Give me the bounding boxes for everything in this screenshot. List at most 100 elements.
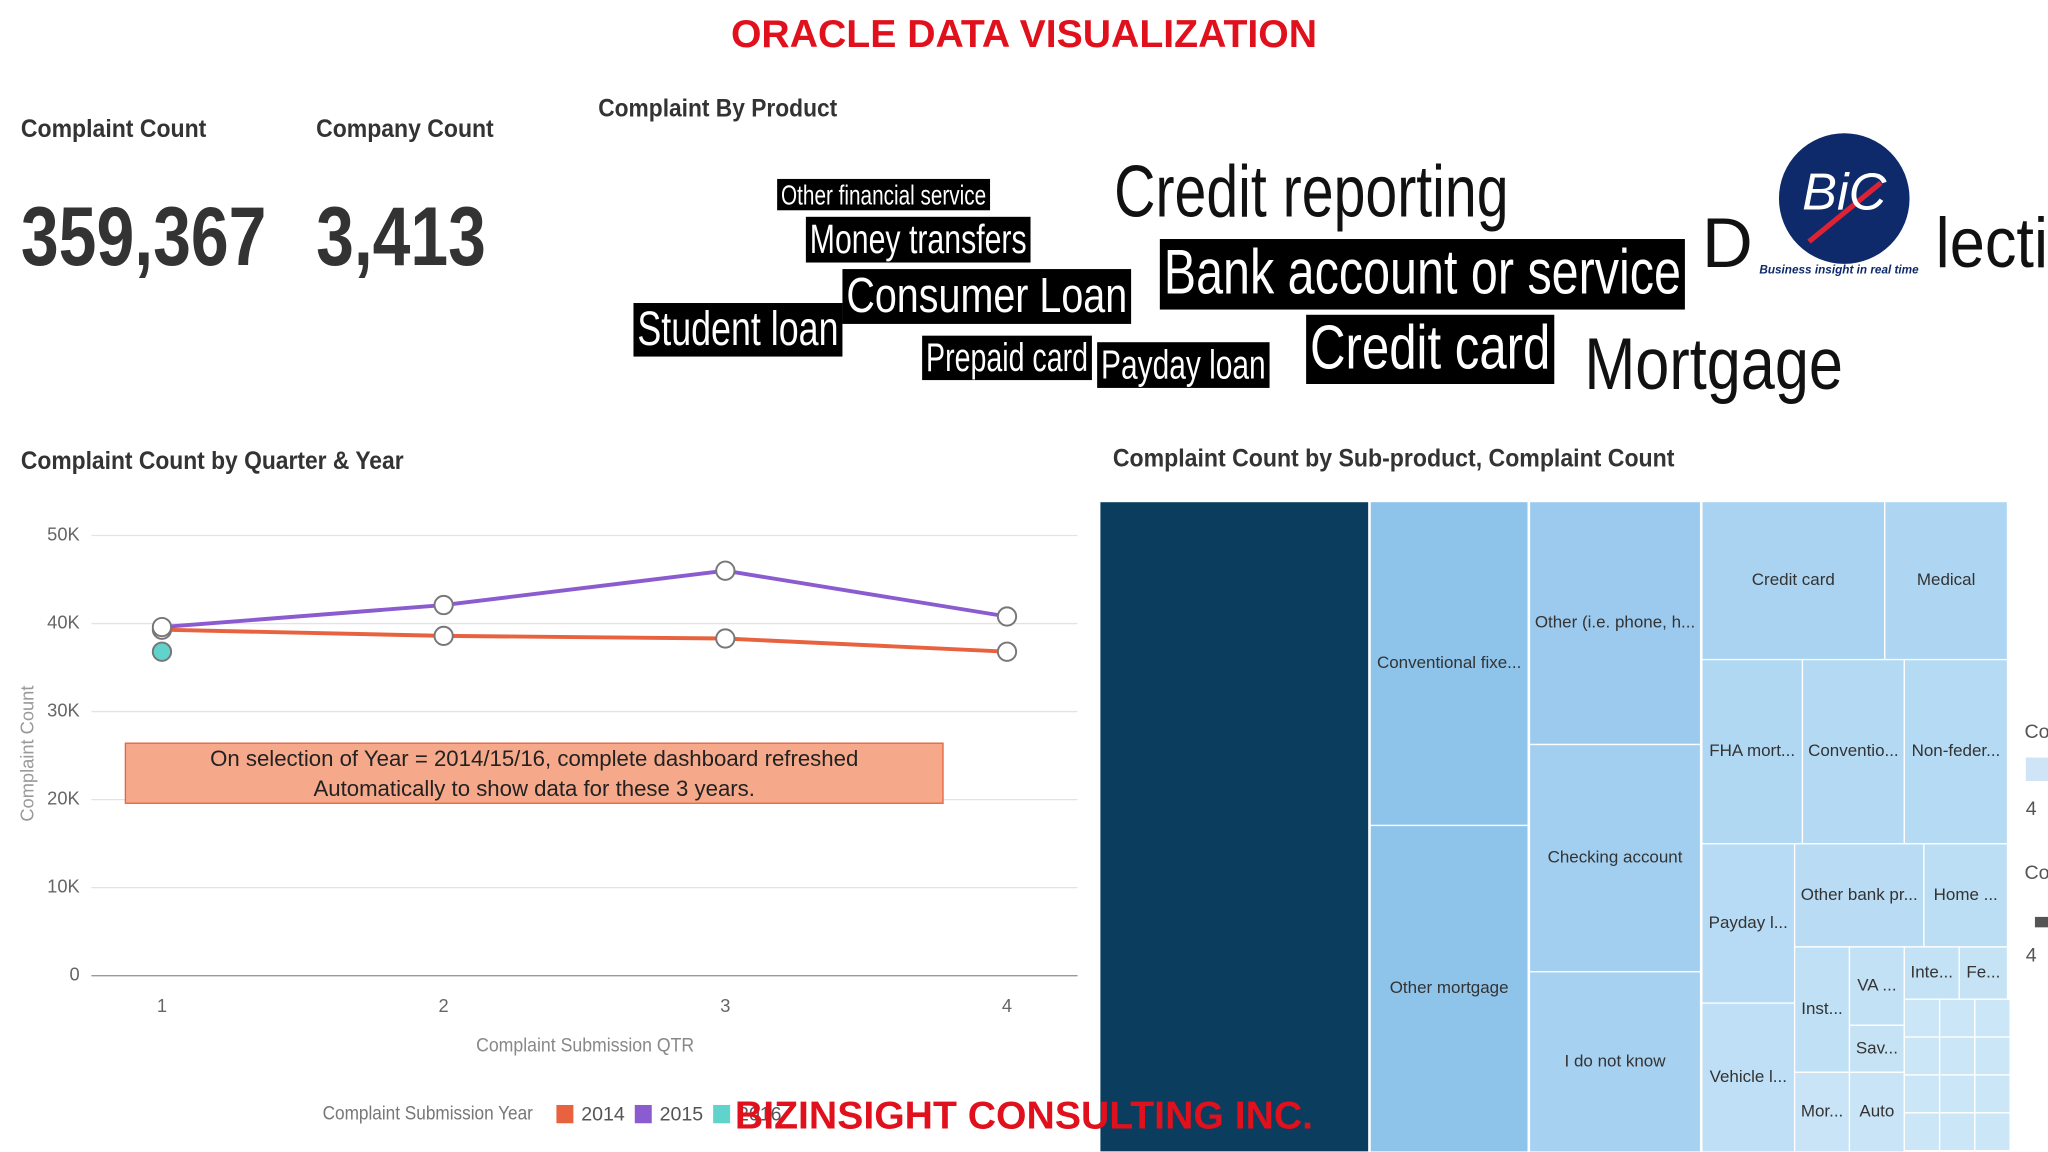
x-tick-label: 2 xyxy=(439,995,449,1016)
treemap-label: Conventional fixe... xyxy=(1377,653,1521,672)
treemap-cell xyxy=(1793,1071,1851,1152)
annotation-text: Automatically to show data for these 3 y… xyxy=(313,776,755,801)
legend-swatch xyxy=(2034,916,2048,928)
side-text: Co xyxy=(2024,862,2048,884)
legend-swatch xyxy=(713,1104,731,1124)
data-point xyxy=(433,594,454,616)
treemap-cell xyxy=(1903,1074,1941,1114)
word: Other financial service xyxy=(781,179,986,211)
treemap-label: FHA mort... xyxy=(1709,741,1795,760)
treemap-label: Home ... xyxy=(1934,885,1998,904)
x-tick-label: 3 xyxy=(720,995,730,1016)
side-panel: Co 4 Co 4 xyxy=(2024,721,2048,966)
annotation-text: On selection of Year = 2014/15/16, compl… xyxy=(210,746,858,771)
y-tick-label: 40K xyxy=(47,611,80,632)
word: Student loan xyxy=(637,302,838,356)
legend-swatch xyxy=(2025,757,2048,782)
word: Mortgage xyxy=(1584,324,1843,405)
line-chart: 0 10K 20K 30K 40K 50K 1 2 3 4 Complaint Submission… xyxy=(17,523,1078,1126)
series-line xyxy=(161,568,1008,630)
kpi-value: 359,367 xyxy=(21,189,267,283)
treemap-label: Payday l... xyxy=(1709,913,1788,932)
word: Bank account or service xyxy=(1164,238,1681,308)
treemap-cell xyxy=(1701,1002,1796,1152)
text-fragment: lecti xyxy=(1936,203,2048,282)
annotation-box xyxy=(124,742,944,804)
logo-mark: BiC xyxy=(1802,164,1886,222)
y-tick-label: 30K xyxy=(47,699,80,720)
treemap-label: Checking account xyxy=(1548,848,1683,867)
treemap-cell xyxy=(1974,1112,2011,1152)
treemap-label: Inte... xyxy=(1911,963,1953,982)
word-bg xyxy=(777,178,991,211)
data-point xyxy=(151,641,173,662)
word-bg xyxy=(922,335,1092,381)
logo-circle xyxy=(1778,133,1910,264)
data-point xyxy=(433,625,454,646)
section-title: Complaint By Product xyxy=(598,95,837,122)
treemap-cell xyxy=(1958,946,2009,1000)
y-tick-label: 50K xyxy=(47,523,80,544)
side-text: Co xyxy=(2024,721,2048,743)
treemap-cell xyxy=(1938,1036,1976,1076)
word: Money transfers xyxy=(810,216,1027,262)
word-bg xyxy=(842,269,1132,324)
side-text: 4 xyxy=(2026,798,2037,820)
side-text: 4 xyxy=(2026,944,2037,966)
legend-label: 2016 xyxy=(738,1104,782,1126)
treemap-cell xyxy=(1848,1071,1905,1152)
treemap-label: Other bank pr... xyxy=(1801,885,1918,904)
treemap-cell xyxy=(1974,998,2011,1038)
legend-title: Complaint Submission Year xyxy=(323,1102,534,1124)
logo-arrow xyxy=(1807,180,1883,244)
word-bg xyxy=(1306,314,1555,384)
treemap-label: I do not know xyxy=(1565,1051,1667,1070)
kpi-label: Complaint Count xyxy=(21,116,206,143)
treemap-cell xyxy=(1903,1112,1941,1152)
treemap-label: Credit card xyxy=(1752,570,1835,589)
treemap-cell xyxy=(1801,658,1905,845)
text-fragment: D xyxy=(1702,203,1753,282)
treemap-label: Vehicle l... xyxy=(1710,1067,1787,1086)
treemap-cell xyxy=(1528,500,1702,746)
treemap-cell xyxy=(1974,1074,2011,1114)
logo: BiC Business insight in real time D lect… xyxy=(1702,133,2048,282)
treemap-cell xyxy=(1793,843,1925,948)
word-bg xyxy=(805,216,1031,263)
treemap-label: Non-feder... xyxy=(1912,741,2001,760)
y-tick-label: 0 xyxy=(70,964,80,985)
word: Credit card xyxy=(1310,313,1550,382)
treemap-label: VA ... xyxy=(1857,976,1896,995)
data-point xyxy=(151,616,173,638)
treemap-label: Medical xyxy=(1917,570,1975,589)
word: Consumer Loan xyxy=(846,268,1127,323)
word: Payday loan xyxy=(1101,342,1266,388)
treemap-cell xyxy=(1848,1024,1905,1073)
treemap-cell xyxy=(1099,500,1370,1152)
legend-swatch xyxy=(634,1104,652,1124)
treemap-cell xyxy=(1903,1036,1941,1076)
treemap-cell xyxy=(1528,743,1702,973)
y-axis-label: Complaint Count xyxy=(17,686,38,822)
kpi-label: Company Count xyxy=(316,116,494,143)
logo-tagline: Business insight in real time xyxy=(1759,263,1919,276)
treemap-cell xyxy=(1701,658,1804,845)
data-point xyxy=(715,628,736,649)
word-bg xyxy=(1097,342,1270,388)
treemap-cell xyxy=(1369,824,1529,1152)
treemap-cell xyxy=(1701,843,1796,1004)
treemap-cell xyxy=(1793,946,1851,1073)
treemap-cell xyxy=(1848,946,1905,1026)
treemap-cell xyxy=(1938,998,1976,1038)
legend-swatch xyxy=(556,1104,574,1124)
x-axis-label: Complaint Submission QTR xyxy=(476,1034,694,1056)
x-tick-label: 1 xyxy=(157,995,167,1016)
treemap-cell xyxy=(1884,500,2009,661)
treemap-cell xyxy=(1528,971,1702,1152)
word-bg xyxy=(633,303,843,357)
treemap-label: Mor... xyxy=(1801,1102,1843,1121)
y-tick-label: 20K xyxy=(47,787,80,808)
legend-label: 2015 xyxy=(660,1104,704,1126)
treemap-label: Fe... xyxy=(1966,963,2000,982)
word-bg xyxy=(1159,239,1685,310)
